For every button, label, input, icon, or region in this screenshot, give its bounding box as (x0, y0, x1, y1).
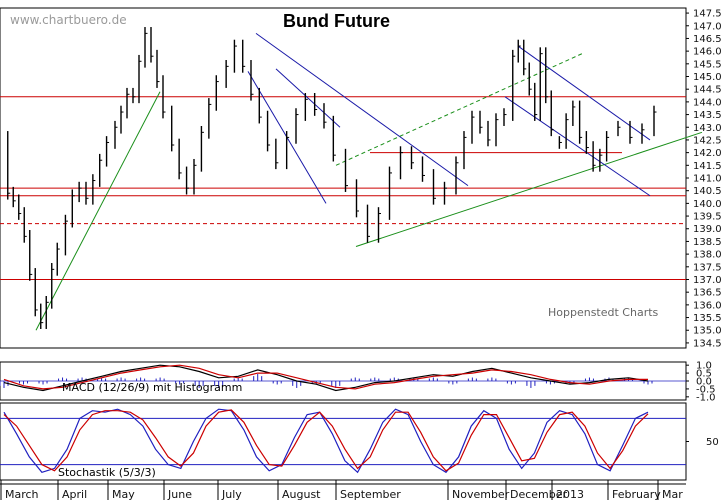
price-y-tick-label: 147.5 (693, 9, 722, 20)
trend-line (275, 68, 341, 128)
month-label: March (5, 488, 39, 501)
price-y-tick-label: 144.5 (693, 85, 722, 96)
macd-y-tick-label: 0.0 (696, 377, 712, 388)
price-y-tick-label: 137.5 (693, 262, 722, 273)
price-y-tick-label: 146.0 (693, 47, 722, 58)
watermark: www.chartbuero.de (10, 13, 127, 27)
month-label: February (612, 488, 661, 501)
trend-line (355, 131, 703, 247)
main-panel: www.chartbuero.de Bund Future Hoppensted… (0, 7, 722, 349)
price-y-tick-label: 141.5 (693, 161, 722, 172)
macd-series-signal (3, 364, 648, 390)
month-label: July (221, 488, 242, 501)
price-y-tick-label: 136.5 (693, 288, 722, 299)
month-label: September (340, 488, 401, 501)
macd-y-tick-label: -0.5 (696, 384, 716, 395)
price-y-tick-label: 143.0 (693, 123, 722, 134)
stochastic-series-pct-d (3, 409, 649, 472)
macd-series-macd (3, 364, 649, 392)
price-y-tick-label: 135.5 (693, 313, 722, 324)
trend-line (504, 96, 651, 197)
price-y-tick-label: 145.5 (693, 59, 722, 70)
stochastic-y-tick-label: 50 (706, 437, 719, 448)
main-panel-frame (0, 7, 687, 349)
month-label: November (452, 488, 510, 501)
month-label: April (62, 488, 87, 501)
price-y-tick-label: 138.0 (693, 250, 722, 261)
month-label: December (510, 488, 568, 501)
price-y-tick-label: 143.5 (693, 110, 722, 121)
price-y-tick-label: 139.5 (693, 212, 722, 223)
price-y-tick-label: 138.5 (693, 237, 722, 248)
stochastic-reference-lines (0, 417, 686, 466)
price-y-tick-label: 139.0 (693, 224, 722, 235)
price-y-tick-label: 142.0 (693, 148, 722, 159)
macd-y-tick-label: -1.0 (696, 392, 716, 403)
price-bars (7, 27, 657, 329)
price-y-tick-label: 144.0 (693, 97, 722, 108)
chart-title: Bund Future (283, 11, 390, 31)
price-y-tick-label: 137.0 (693, 275, 722, 286)
month-axis: March April May June July August September Nove… (0, 480, 686, 501)
price-y-tick-label: 142.5 (693, 135, 722, 146)
macd-label: MACD (12/26/9) mit Histogramm (62, 381, 242, 394)
stochastic-lines (3, 408, 649, 474)
trend-line (255, 32, 469, 187)
price-y-tick-label: 136.0 (693, 300, 722, 311)
month-label: Mar (662, 488, 683, 501)
macd-y-tick-label: 0.5 (696, 369, 712, 380)
price-y-tick-label: 140.0 (693, 199, 722, 210)
month-label: August (282, 488, 321, 501)
stochastic-y-axis: 50 (686, 437, 719, 448)
price-y-tick-label: 145.0 (693, 72, 722, 83)
month-label: 2013 (556, 488, 584, 501)
stochastic-label: Stochastik (5/3/3) (58, 466, 156, 479)
price-y-tick-label: 147.0 (693, 21, 722, 32)
price-y-tick-label: 135.0 (693, 326, 722, 337)
stochastic-panel: Stochastik (5/3/3) 50 (0, 402, 719, 481)
month-label: May (112, 488, 135, 501)
price-y-tick-label: 140.5 (693, 186, 722, 197)
macd-y-axis: 1.00.50.0-0.5-1.0 (686, 361, 716, 403)
price-y-tick-label: 141.0 (693, 174, 722, 185)
month-label: June (167, 488, 192, 501)
trend-line (335, 53, 583, 166)
price-y-tick-label: 134.5 (693, 338, 722, 349)
macd-panel: MACD (12/26/9) mit Histogramm 1.00.50.0-… (0, 361, 716, 403)
trend-line (35, 91, 161, 331)
macd-lines (3, 364, 649, 392)
macd-y-tick-label: 1.0 (696, 361, 712, 372)
support-resistance-lines (0, 96, 686, 280)
credit-label: Hoppenstedt Charts (548, 306, 659, 319)
price-y-tick-label: 146.5 (693, 34, 722, 45)
trend-lines (35, 32, 703, 331)
